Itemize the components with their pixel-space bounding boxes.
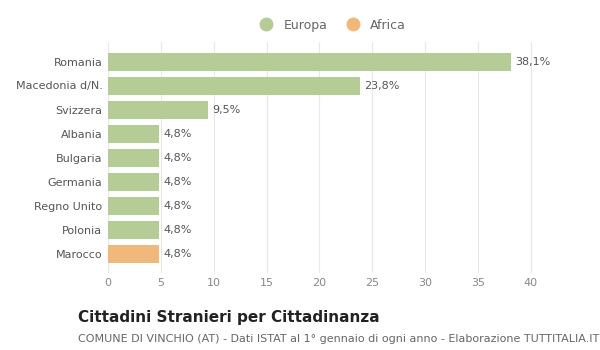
Bar <box>108 52 511 70</box>
Bar <box>108 196 159 215</box>
Text: 4,8%: 4,8% <box>163 153 191 162</box>
Text: COMUNE DI VINCHIO (AT) - Dati ISTAT al 1° gennaio di ogni anno - Elaborazione TU: COMUNE DI VINCHIO (AT) - Dati ISTAT al 1… <box>78 334 599 344</box>
Legend: Europa, Africa: Europa, Africa <box>249 14 411 37</box>
Text: 4,8%: 4,8% <box>163 128 191 139</box>
Bar <box>108 125 159 142</box>
Bar <box>108 77 359 95</box>
Bar <box>108 148 159 167</box>
Text: 4,8%: 4,8% <box>163 176 191 187</box>
Bar <box>108 100 208 119</box>
Bar <box>108 245 159 262</box>
Text: 4,8%: 4,8% <box>163 248 191 259</box>
Bar <box>108 220 159 238</box>
Text: 4,8%: 4,8% <box>163 201 191 210</box>
Bar <box>108 173 159 190</box>
Text: 4,8%: 4,8% <box>163 224 191 234</box>
Text: Cittadini Stranieri per Cittadinanza: Cittadini Stranieri per Cittadinanza <box>78 310 380 325</box>
Text: 9,5%: 9,5% <box>212 105 241 114</box>
Text: 38,1%: 38,1% <box>515 56 550 66</box>
Text: 23,8%: 23,8% <box>364 80 399 91</box>
